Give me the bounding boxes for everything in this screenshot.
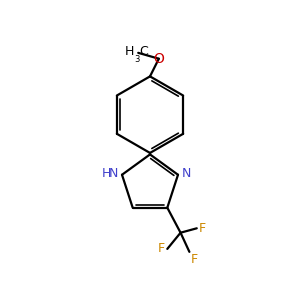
- Text: F: F: [199, 222, 206, 235]
- Text: N: N: [182, 167, 191, 180]
- Text: H: H: [124, 45, 134, 58]
- Text: F: F: [191, 253, 198, 266]
- Text: 3: 3: [134, 55, 140, 64]
- Text: C: C: [139, 45, 148, 58]
- Text: O: O: [153, 52, 164, 66]
- Text: H: H: [101, 167, 111, 180]
- Text: N: N: [109, 167, 119, 180]
- Text: F: F: [158, 242, 165, 255]
